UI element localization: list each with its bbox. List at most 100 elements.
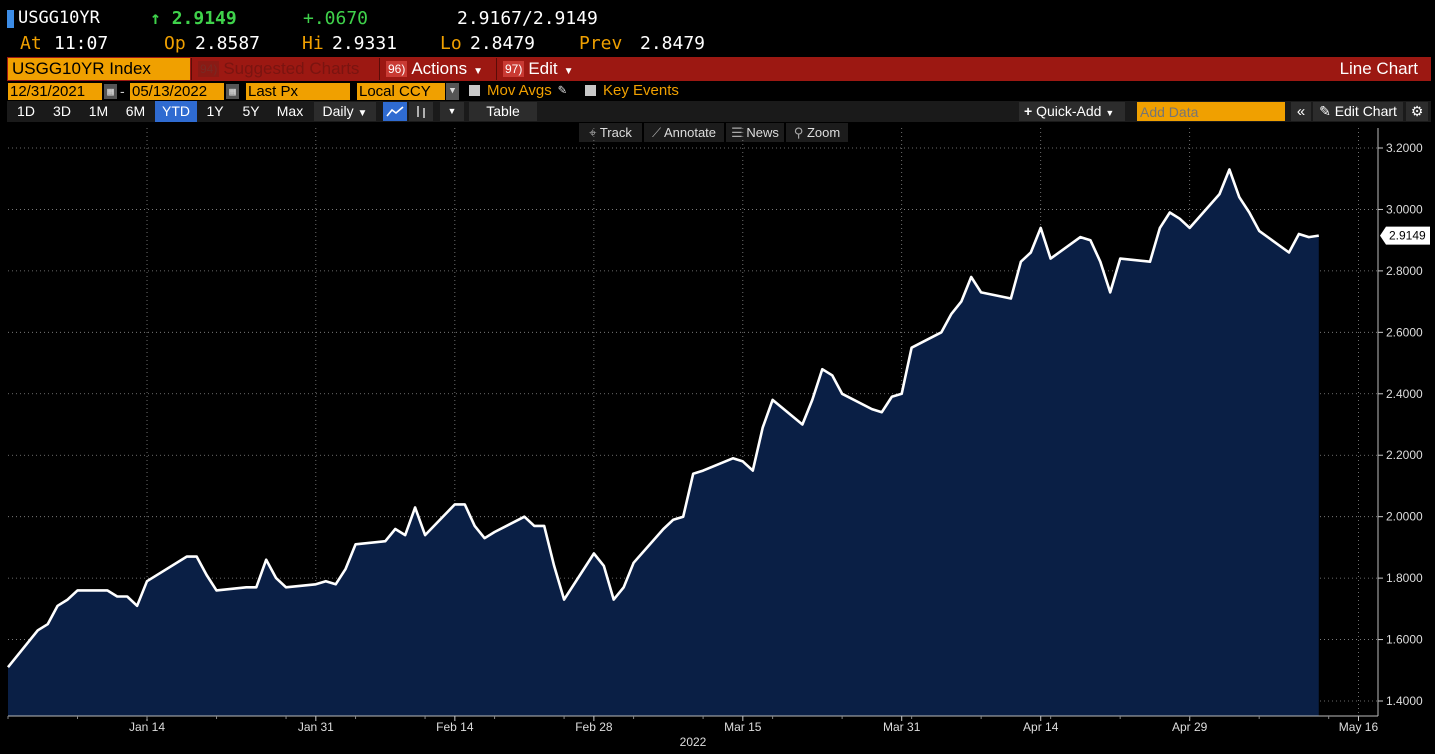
- open-label: Op: [164, 33, 186, 54]
- y-tick-label: 1.8000: [1386, 571, 1423, 585]
- chart-type-label: Line Chart: [1339, 59, 1418, 78]
- frequency-label: Daily: [322, 103, 354, 119]
- chevron-down-icon: ▼: [473, 66, 483, 77]
- frequency-select[interactable]: Daily ▼: [314, 102, 376, 121]
- news-icon: ☰: [731, 125, 743, 140]
- crosshair-icon: ⌖: [589, 125, 597, 140]
- news-label: News: [746, 125, 779, 140]
- last-price: ↑ 2.9149: [150, 8, 237, 32]
- range-1m-button[interactable]: 1M: [88, 103, 109, 119]
- news-tool-button[interactable]: ☰ News: [726, 123, 784, 142]
- last-value-box: [1380, 226, 1430, 245]
- range-1y-button[interactable]: 1Y: [206, 103, 224, 119]
- y-tick-label: 2.0000: [1386, 510, 1423, 524]
- x-tick-label: Feb 28: [575, 720, 613, 734]
- pencil-icon: ✎: [1319, 103, 1331, 119]
- calendar-icon[interactable]: ▦: [104, 84, 117, 99]
- security-field[interactable]: USGG10YR Index: [8, 58, 190, 80]
- edit-menu-button[interactable]: 97) Edit ▼: [496, 58, 582, 80]
- chevron-down-icon: ▼: [1105, 108, 1115, 118]
- mov-avgs-label: Mov Avgs: [487, 82, 552, 99]
- bid-ask: 2.9167/2.9149: [457, 8, 598, 29]
- track-tool-button[interactable]: ⌖ Track: [579, 123, 642, 142]
- x-tick-label: Apr 29: [1172, 720, 1208, 734]
- chevron-down-icon[interactable]: ▼: [440, 102, 464, 121]
- range-6m-button[interactable]: 6M: [125, 103, 146, 119]
- x-tick-label: Mar 15: [724, 720, 762, 734]
- x-tick-label: Apr 14: [1023, 720, 1059, 734]
- range-max-button[interactable]: Max: [276, 103, 304, 119]
- time-label: At: [20, 33, 42, 54]
- bar-chart-glyph: [417, 106, 425, 118]
- field-select[interactable]: Last Px: [246, 83, 350, 100]
- magnifier-icon: ⚲: [793, 125, 804, 140]
- bar-chart-icon[interactable]: [409, 102, 433, 121]
- calendar-icon[interactable]: ▦: [226, 84, 239, 99]
- key-events-checkbox[interactable]: [585, 85, 596, 96]
- actions-menu-button[interactable]: 96) Actions ▼: [379, 58, 494, 80]
- bid-value: 2.9167: [457, 8, 523, 29]
- y-tick-label: 3.0000: [1386, 202, 1423, 216]
- annotate-icon: ⟋: [651, 125, 662, 140]
- quick-add-button[interactable]: + Quick-Add ▼: [1019, 102, 1125, 121]
- range-1d-button[interactable]: 1D: [17, 103, 35, 119]
- edit-number: 97): [503, 61, 525, 77]
- collapse-double-chevron-icon[interactable]: «: [1291, 102, 1311, 121]
- last-price-value: 2.9149: [171, 8, 237, 29]
- add-data-input[interactable]: [1137, 102, 1285, 121]
- range-ytd-button[interactable]: YTD: [155, 101, 197, 122]
- ticker-label: USGG10YR: [18, 8, 100, 28]
- currency-select[interactable]: Local CCY: [357, 83, 445, 100]
- y-axis: 1.4000 1.6000 1.8000 2.0000 2.2000 2.4000 2.60…: [1377, 128, 1423, 716]
- edit-chart-label: Edit Chart: [1334, 103, 1397, 119]
- time-value: 11:07: [54, 33, 109, 54]
- chevron-down-icon[interactable]: ▼: [446, 83, 459, 100]
- low-label: Lo: [440, 33, 462, 54]
- suggested-charts-number: 94): [198, 61, 220, 77]
- y-tick-label: 2.4000: [1386, 387, 1423, 401]
- x-tick-label: Feb 14: [436, 720, 474, 734]
- x-axis-year-label: 2022: [680, 735, 707, 749]
- prev-label: Prev: [579, 33, 623, 54]
- y-tick-label: 2.8000: [1386, 264, 1423, 278]
- line-chart-icon[interactable]: [383, 102, 407, 121]
- x-tick-label: Mar 31: [883, 720, 921, 734]
- range-3d-button[interactable]: 3D: [53, 103, 71, 119]
- prev-value: 2.8479: [640, 33, 706, 54]
- last-value-label: 2.9149: [1389, 229, 1426, 243]
- actions-number: 96): [386, 61, 408, 77]
- table-button[interactable]: Table: [469, 102, 537, 121]
- annotate-label: Annotate: [663, 125, 717, 140]
- net-change: +.0670: [303, 8, 369, 29]
- end-date-field[interactable]: 05/13/2022: [130, 83, 224, 100]
- pencil-icon[interactable]: ✎: [558, 82, 567, 98]
- title-bar: [7, 57, 1431, 81]
- annotate-tool-button[interactable]: ⟋ Annotate: [644, 123, 724, 142]
- y-tick-label: 3.2000: [1386, 141, 1423, 155]
- start-date-field[interactable]: 12/31/2021: [8, 83, 102, 100]
- chevron-down-icon: ▼: [563, 66, 574, 77]
- price-line: [6, 168, 1319, 669]
- y-tick-label: 2.2000: [1386, 448, 1423, 462]
- key-events-label: Key Events: [603, 82, 679, 99]
- y-tick-label: 1.4000: [1386, 694, 1423, 708]
- edit-chart-button[interactable]: ✎ Edit Chart: [1313, 102, 1403, 121]
- suggested-charts-button[interactable]: 94) Suggested Charts: [191, 58, 377, 80]
- high-label: Hi: [302, 33, 324, 54]
- zoom-tool-button[interactable]: ⚲ Zoom: [786, 123, 848, 142]
- gear-icon[interactable]: ⚙: [1406, 102, 1428, 121]
- ticker-color-marker: [7, 10, 14, 28]
- mov-avgs-checkbox[interactable]: [469, 85, 480, 96]
- date-range-dash: -: [120, 83, 125, 99]
- x-tick-label: Jan 14: [129, 720, 165, 734]
- quick-add-label: Quick-Add: [1036, 103, 1102, 119]
- plus-icon: +: [1024, 103, 1033, 119]
- ask-value: 2.9149: [532, 8, 598, 29]
- chevron-down-icon: ▼: [357, 108, 368, 119]
- low-value: 2.8479: [470, 33, 536, 54]
- up-arrow-icon: ↑: [150, 8, 161, 29]
- y-tick-label: 1.6000: [1386, 633, 1423, 647]
- line-chart-glyph: [386, 106, 404, 117]
- range-5y-button[interactable]: 5Y: [242, 103, 260, 119]
